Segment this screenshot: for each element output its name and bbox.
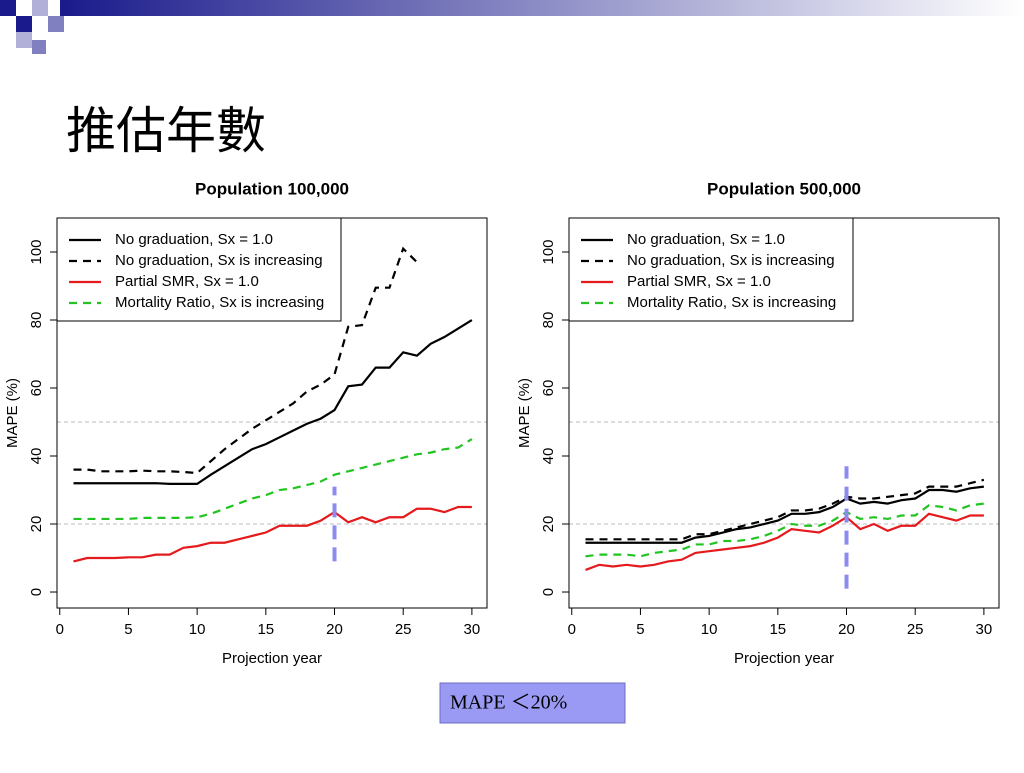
x-tick-label: 30 <box>976 621 993 638</box>
x-axis-label: Projection year <box>734 650 834 667</box>
x-tick-label: 20 <box>326 621 343 638</box>
legend-box <box>568 217 854 322</box>
y-tick-label: 100 <box>28 239 45 264</box>
y-tick-label: 20 <box>28 516 45 533</box>
slide-title: 推估年數 <box>66 102 266 160</box>
x-tick-label: 5 <box>636 621 644 638</box>
y-axis-label: MAPE (%) <box>516 378 533 448</box>
note-box <box>439 682 626 724</box>
y-tick-label: 80 <box>540 312 557 329</box>
y-tick-label: 40 <box>28 448 45 465</box>
x-tick-label: 5 <box>124 621 132 638</box>
chart-title: Population 100,000 <box>195 179 349 198</box>
series-line <box>585 502 985 558</box>
x-tick-label: 25 <box>907 621 924 638</box>
x-tick-label: 15 <box>769 621 786 638</box>
x-axis-label: Projection year <box>222 650 322 667</box>
chart-title: Population 500,000 <box>707 179 861 198</box>
legend-label: Mortality Ratio, Sx is increasing <box>115 294 324 311</box>
legend-label: No graduation, Sx is increasing <box>627 252 835 269</box>
x-tick-label: 30 <box>464 621 481 638</box>
series-line <box>585 485 985 544</box>
x-tick-label: 10 <box>701 621 718 638</box>
y-tick-label: 20 <box>540 516 557 533</box>
x-tick-label: 25 <box>395 621 412 638</box>
x-tick-label: 20 <box>838 621 855 638</box>
y-tick-label: 80 <box>28 312 45 329</box>
y-tick-label: 100 <box>540 239 557 264</box>
series-line <box>585 478 985 541</box>
x-tick-label: 15 <box>257 621 274 638</box>
slide-decoration <box>0 0 1024 54</box>
y-tick-label: 0 <box>540 588 557 596</box>
legend: No graduation, Sx = 1.0 No graduation, Sx… <box>568 217 854 322</box>
note: MAPE ＜20% <box>450 692 567 714</box>
series-line <box>73 438 473 521</box>
y-axis-label: MAPE (%) <box>4 378 21 448</box>
x-tick-label: 0 <box>568 621 576 638</box>
legend-label: No graduation, Sx = 1.0 <box>115 231 273 248</box>
y-tick-label: 60 <box>540 380 557 397</box>
legend-label: No graduation, Sx is increasing <box>115 252 323 269</box>
legend-label: Partial SMR, Sx = 1.0 <box>627 273 771 290</box>
y-tick-label: 0 <box>28 588 45 596</box>
legend: No graduation, Sx = 1.0 No graduation, Sx… <box>56 217 342 322</box>
x-tick-label: 10 <box>189 621 206 638</box>
series-line <box>585 512 984 571</box>
legend-label: Partial SMR, Sx = 1.0 <box>115 273 259 290</box>
legend-box <box>56 217 342 322</box>
series-line <box>73 505 472 563</box>
x-tick-label: 0 <box>56 621 64 638</box>
y-tick-label: 40 <box>540 448 557 465</box>
legend-label: Mortality Ratio, Sx is increasing <box>627 294 836 311</box>
legend-label: No graduation, Sx = 1.0 <box>627 231 785 248</box>
series-line <box>73 246 418 475</box>
series-line <box>73 319 473 485</box>
y-tick-label: 60 <box>28 380 45 397</box>
